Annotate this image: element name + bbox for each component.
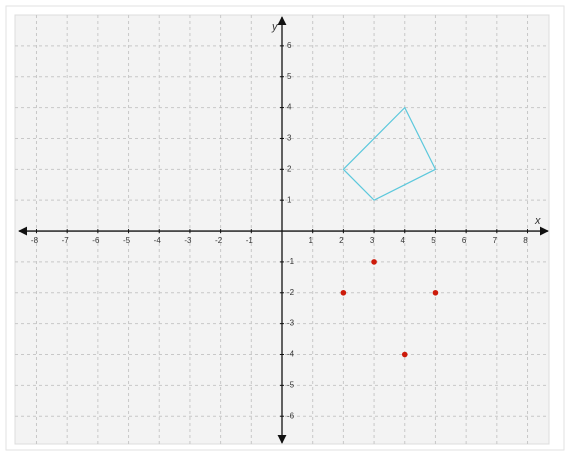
- x-axis-label: x: [534, 215, 541, 227]
- x-tick-label: 2: [339, 236, 344, 245]
- x-tick-label: 6: [462, 236, 467, 245]
- x-tick-label: -7: [62, 236, 70, 245]
- x-tick-label: 3: [370, 236, 375, 245]
- x-tick-label: 4: [401, 236, 406, 245]
- y-axis-label: y: [271, 21, 279, 33]
- y-tick-label: -5: [287, 380, 295, 389]
- y-tick-label: -2: [287, 288, 295, 297]
- x-tick-label: 8: [523, 236, 528, 245]
- x-tick-label: -5: [123, 236, 131, 245]
- y-tick-label: 4: [287, 103, 292, 112]
- y-tick-label: 6: [287, 41, 292, 50]
- y-tick-label: -1: [287, 257, 295, 266]
- x-tick-label: -4: [154, 236, 162, 245]
- y-tick-label: 2: [287, 164, 292, 173]
- point: [371, 259, 377, 265]
- x-tick-label: 5: [431, 236, 436, 245]
- x-tick-label: -6: [92, 236, 100, 245]
- y-tick-label: 1: [287, 195, 292, 204]
- x-tick-label: -3: [184, 236, 192, 245]
- point: [432, 289, 439, 296]
- x-tick-label: -1: [246, 236, 254, 245]
- y-tick-label: 3: [287, 134, 292, 143]
- x-tick-label: 1: [308, 236, 313, 245]
- y-tick-label: -6: [287, 411, 295, 420]
- x-tick-label: -2: [215, 236, 223, 245]
- x-tick-label: -8: [31, 236, 39, 245]
- point: [340, 289, 347, 296]
- y-tick-label: -4: [287, 350, 295, 359]
- y-tick-label: 5: [287, 72, 292, 81]
- point: [401, 351, 408, 358]
- y-tick-label: -3: [287, 319, 295, 328]
- polygon: [342, 106, 437, 201]
- x-tick-label: 7: [493, 236, 498, 245]
